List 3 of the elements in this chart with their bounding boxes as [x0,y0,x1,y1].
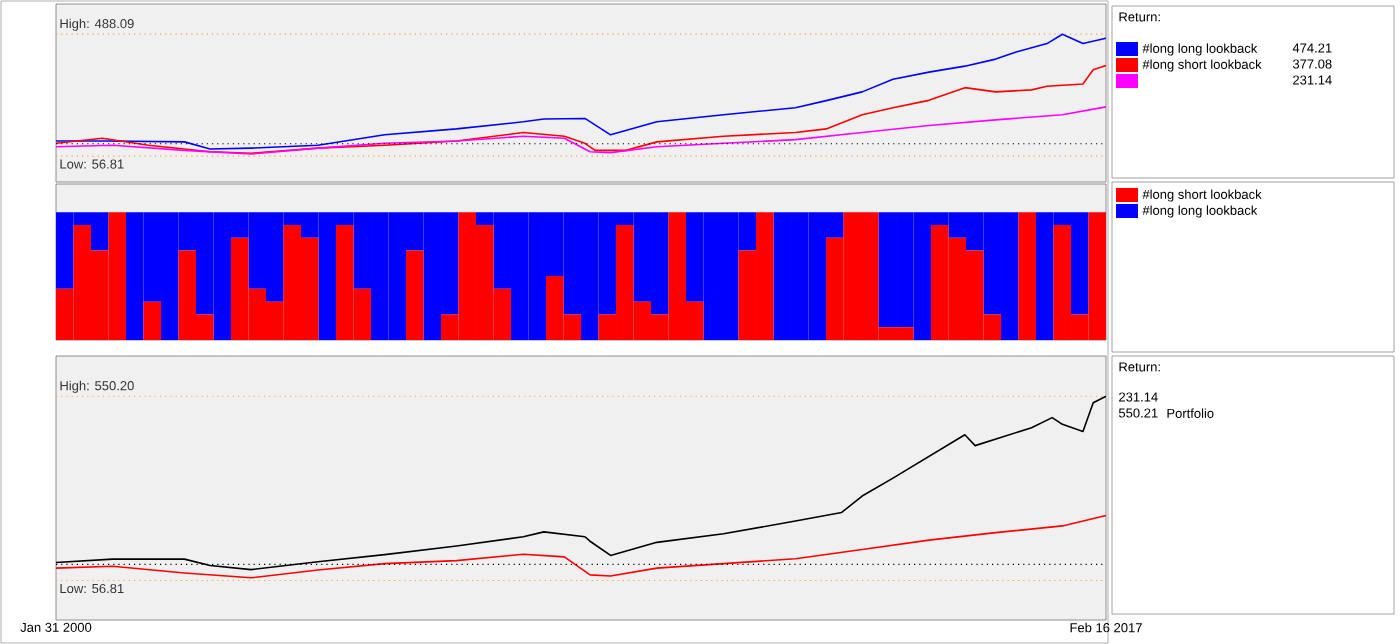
bar [1018,212,1037,341]
bar [143,301,162,341]
bar [406,250,424,341]
